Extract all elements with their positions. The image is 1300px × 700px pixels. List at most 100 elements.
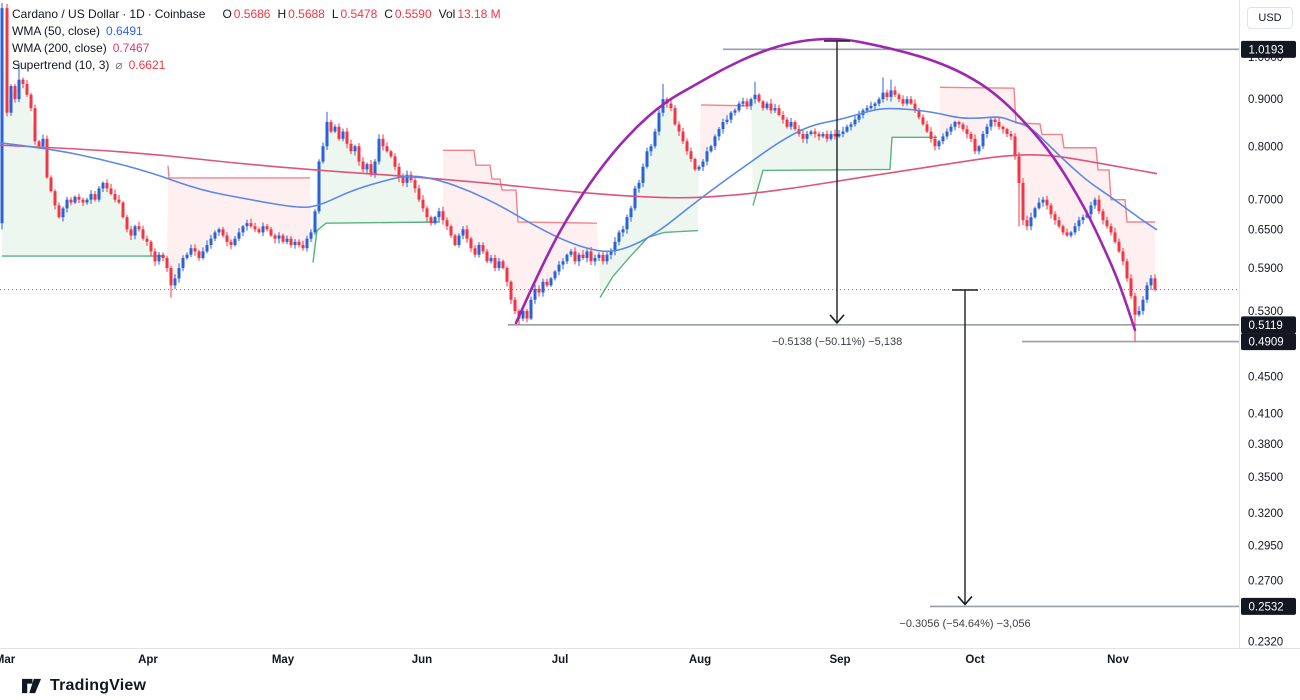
symbol-row[interactable]: Cardano / US Dollar · 1D · Coinbase O 0.5686 H 0… — [12, 6, 501, 22]
candle-body — [341, 131, 345, 139]
price-tick-label: 0.3200 — [1248, 508, 1283, 520]
candle-body — [205, 245, 209, 252]
candle-body — [609, 251, 613, 255]
separator-dot: · — [122, 7, 127, 21]
open-value: 0.5686 — [233, 7, 271, 21]
candle-body — [673, 108, 677, 125]
price-tick-label: 0.2700 — [1248, 576, 1283, 588]
supertrend-up-line — [752, 136, 937, 206]
candle-body — [357, 146, 361, 162]
candle-body — [1133, 296, 1137, 315]
candle-body — [437, 211, 441, 218]
candle-body — [281, 235, 285, 242]
candle-body — [257, 229, 261, 233]
candle-body — [957, 122, 961, 125]
candle-body — [813, 131, 817, 134]
legend-indicator-row[interactable]: WMA (50, close) 0.6491 — [12, 23, 501, 39]
candle-body — [349, 143, 353, 152]
indicator-value: 0.6491 — [106, 24, 143, 38]
candle-body — [997, 122, 1001, 127]
price-label-bubble-text: 0.4909 — [1249, 337, 1284, 349]
price-axis[interactable]: 1.00000.90000.80000.70000.65000.59000.53… — [1241, 40, 1296, 649]
candle-body — [85, 199, 89, 203]
candle-body — [653, 131, 657, 147]
candle-body — [981, 133, 985, 147]
candle-body — [645, 151, 649, 167]
candle-body — [789, 122, 793, 127]
candle-body — [977, 146, 981, 152]
legend-indicator-row[interactable]: Supertrend (10, 3) ⌀ 0.6621 — [12, 57, 501, 73]
candle-body — [725, 119, 729, 123]
candle-body — [693, 158, 697, 170]
candle-body — [901, 99, 905, 104]
currency-axis-button[interactable]: USD — [1247, 7, 1293, 29]
candle-body — [1037, 202, 1041, 209]
candle-body — [25, 83, 29, 95]
candle-body — [297, 241, 301, 246]
candle-body — [837, 133, 841, 137]
symbol-title[interactable]: Cardano / US Dollar — [12, 7, 120, 21]
candle-body — [273, 235, 277, 239]
candle-body — [489, 258, 493, 262]
candle-body — [165, 258, 169, 269]
candle-body — [553, 271, 557, 279]
candle-body — [453, 235, 457, 246]
candle-body — [413, 180, 417, 189]
candle-body — [365, 164, 369, 170]
candle-body — [617, 232, 621, 242]
candle-body — [933, 138, 937, 147]
symbol-exchange[interactable]: Coinbase — [154, 7, 206, 21]
candle-body — [1121, 251, 1125, 262]
candle-body — [1145, 285, 1149, 300]
candle-body — [589, 251, 593, 262]
candle-body — [657, 112, 661, 132]
candle-body — [441, 211, 445, 221]
candle-body — [285, 238, 289, 242]
price-label-bubble — [1241, 40, 1296, 58]
indicator-value: 0.6621 — [128, 58, 166, 72]
time-axis[interactable]: Mar Apr May Jun Jul Aug Sep Oct Nov — [0, 654, 1129, 666]
tradingview-branding[interactable]: TradingView — [20, 676, 146, 695]
candle-body — [269, 229, 273, 236]
candle-body — [377, 138, 381, 162]
candle-body — [149, 241, 153, 252]
candle-body — [565, 254, 569, 262]
candle-body — [49, 177, 53, 192]
candle-body — [309, 232, 313, 239]
arc-drawing[interactable] — [514, 37, 1137, 332]
candle-body — [361, 161, 365, 170]
candle-body — [193, 248, 197, 252]
legend-indicator-row[interactable]: WMA (200, close) 0.7467 — [12, 40, 501, 56]
candle-body — [869, 105, 873, 109]
candle-body — [1065, 232, 1069, 236]
candle-body — [325, 122, 329, 147]
candle-body — [909, 99, 913, 104]
separator-dot: · — [147, 7, 152, 21]
candle-body — [313, 211, 317, 233]
supertrend-down-fill — [443, 150, 599, 319]
candle-body — [785, 119, 789, 127]
candle-body — [373, 161, 377, 175]
open-label: O — [222, 7, 232, 21]
candle-body — [801, 133, 805, 139]
candle-body — [581, 254, 585, 259]
price-label-bubble — [1241, 316, 1296, 334]
candle-body — [549, 278, 553, 286]
candle-body — [277, 235, 281, 239]
price-tick-label: 0.8000 — [1248, 141, 1283, 153]
candle-body — [921, 117, 925, 125]
candle-body — [985, 126, 989, 134]
candle-body — [13, 86, 17, 100]
price-tick-label: 0.5300 — [1248, 306, 1283, 318]
candle-body — [1029, 217, 1033, 227]
candle-body — [793, 122, 797, 130]
candle-body — [305, 238, 309, 249]
candle-body — [41, 138, 45, 147]
candle-body — [1005, 129, 1009, 134]
candle-body — [1149, 278, 1153, 286]
month-tick-label: Oct — [965, 654, 984, 666]
candle-body — [881, 92, 885, 100]
symbol-interval[interactable]: 1D — [129, 7, 145, 21]
candle-body — [805, 133, 809, 139]
